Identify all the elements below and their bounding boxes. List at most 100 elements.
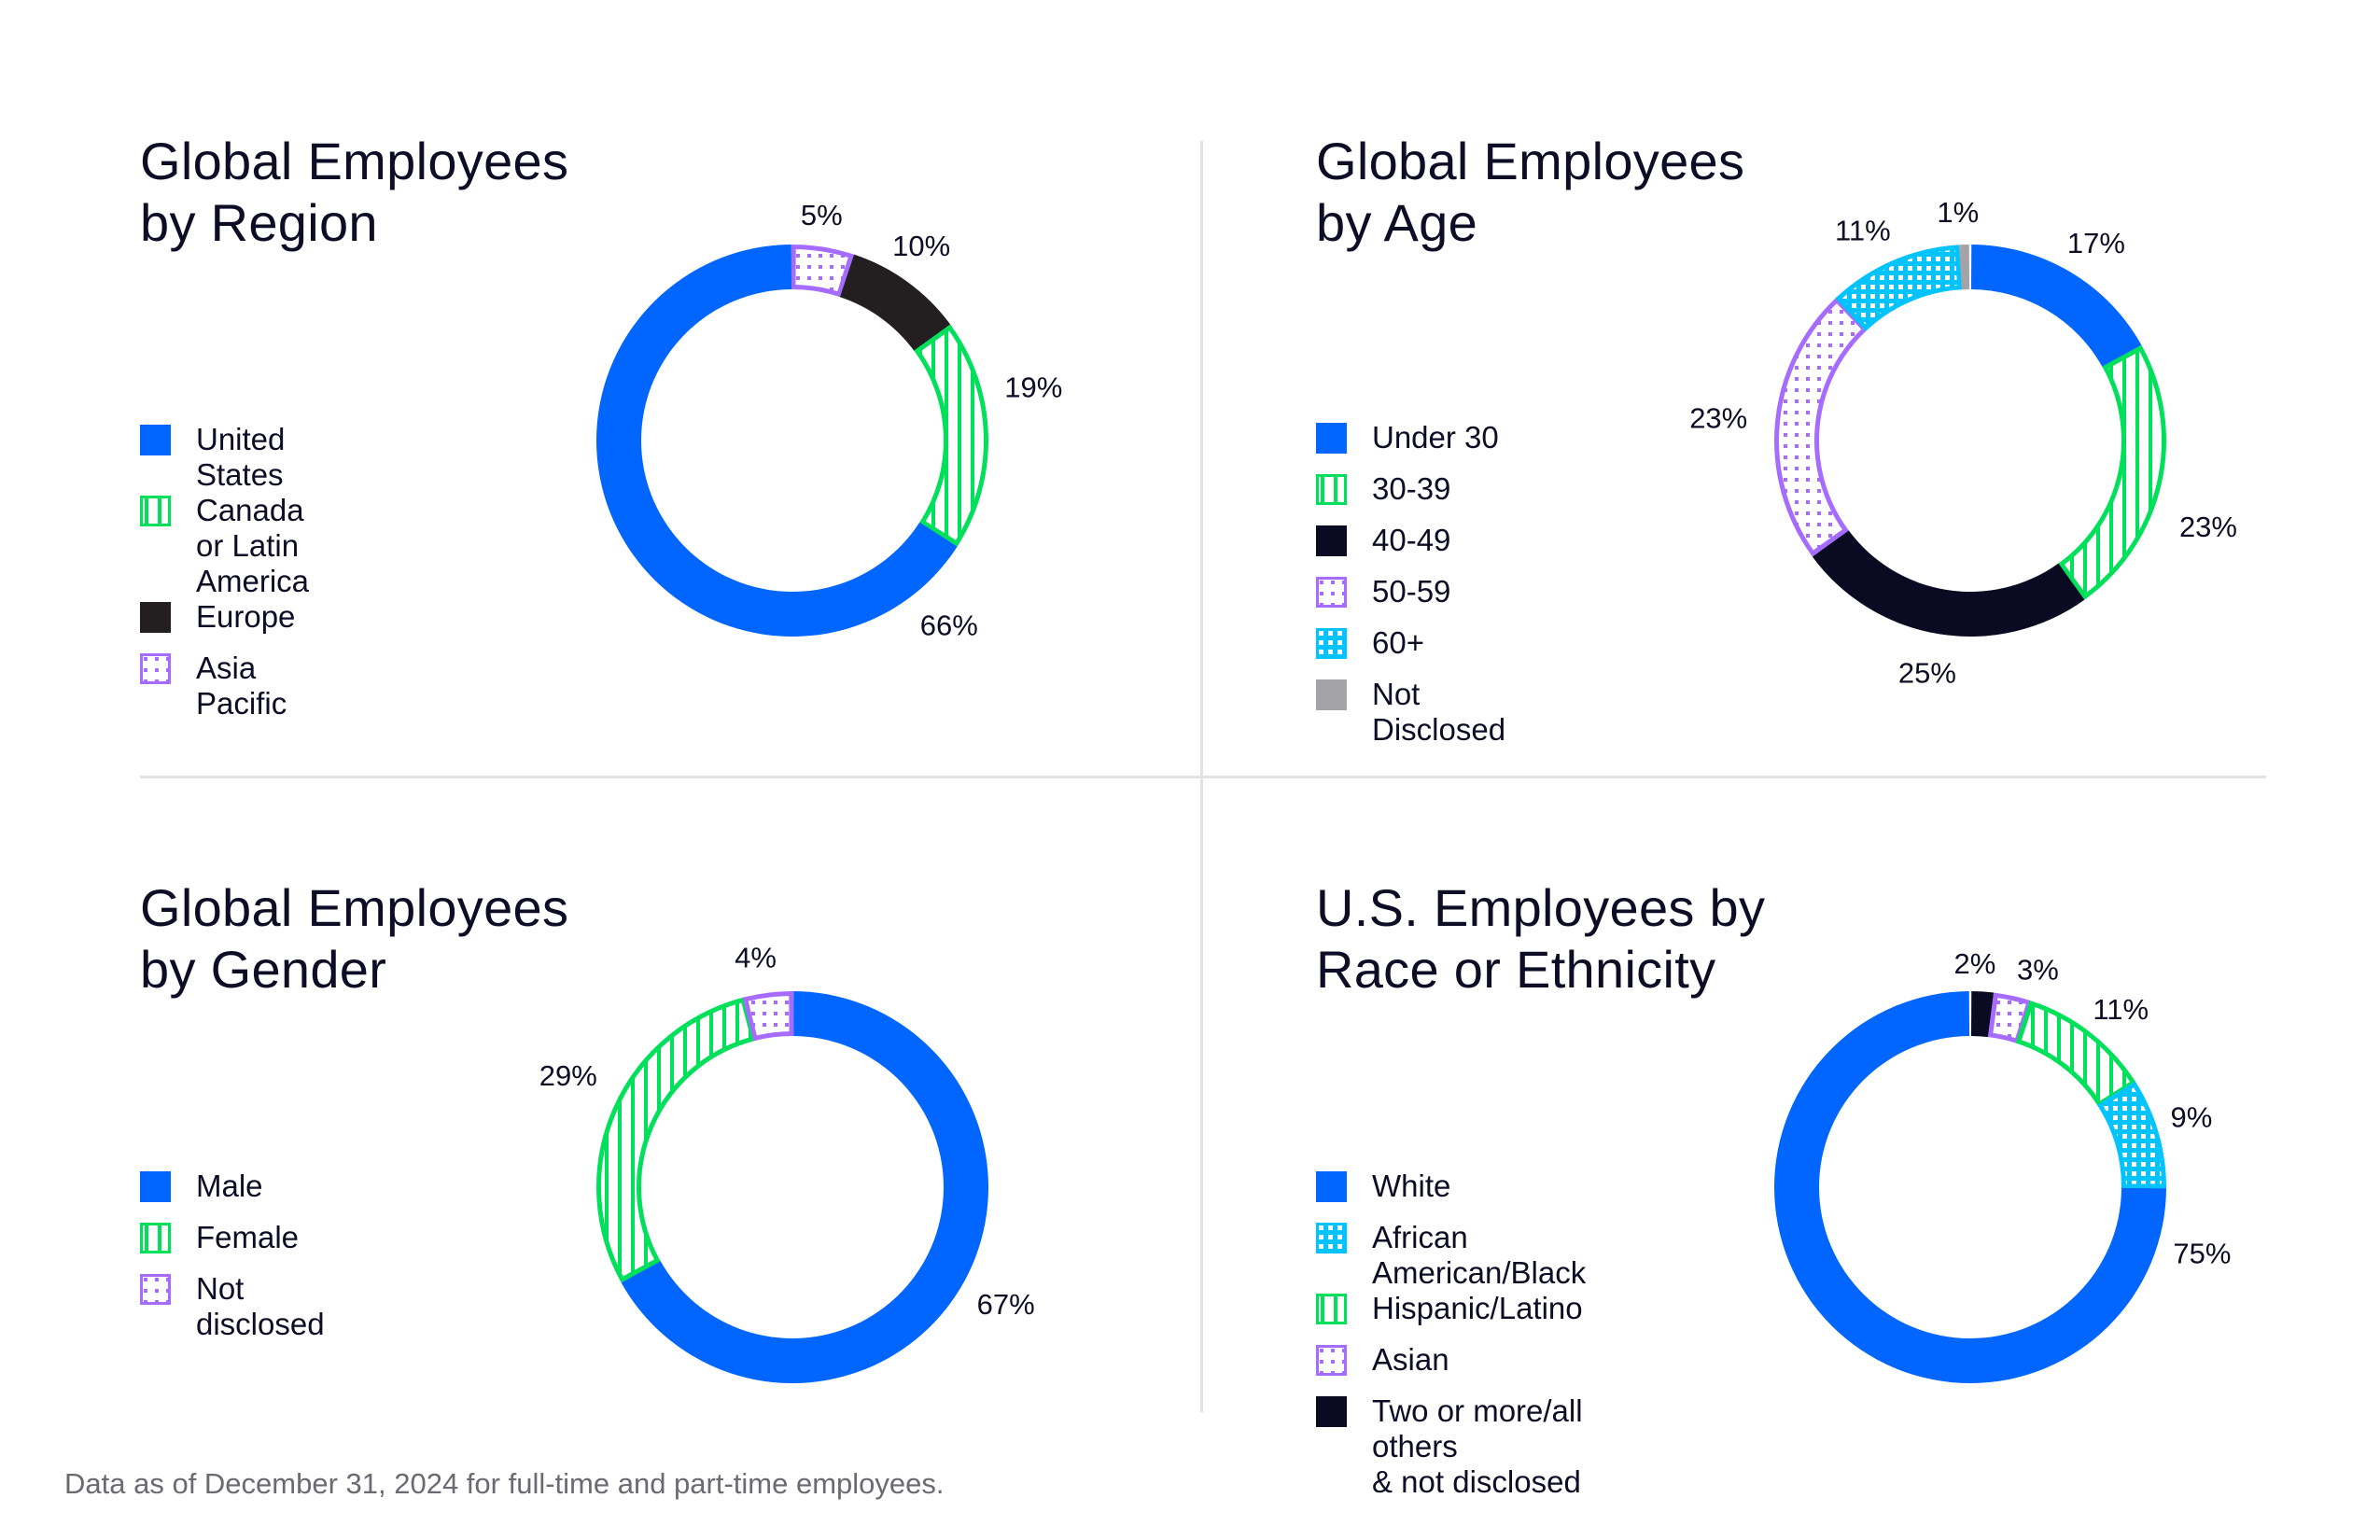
legend-label: United States	[196, 422, 286, 492]
donut-chart: 2% 3% 11% 9% 75%	[1774, 947, 2231, 1383]
donut-slice	[839, 254, 951, 351]
legend-label: Hispanic/Latino	[1372, 1291, 1583, 1325]
chart-title: Global Employees by Region	[140, 131, 568, 254]
legend-item: Canada or Latin America	[140, 493, 309, 599]
slice-value-label: 17%	[2067, 227, 2125, 259]
slice-value-label: 11%	[2093, 993, 2149, 1026]
legend-swatch	[140, 653, 171, 684]
legend-item: African American/Black	[1316, 1220, 1586, 1291]
legend-item: 60+	[1316, 625, 1505, 677]
slice-value-label: 3%	[2017, 953, 2059, 986]
donut-slice	[1812, 530, 2085, 637]
slice-value-label: 23%	[2179, 511, 2237, 543]
legend-swatch	[1316, 474, 1347, 505]
footnote: Data as of December 31, 2024 for full-ti…	[64, 1467, 945, 1500]
slice-value-label: 9%	[2170, 1100, 2212, 1133]
legend-item: United States	[140, 422, 309, 493]
legend-swatch	[1316, 423, 1347, 454]
legend-label: Not Disclosed	[1372, 677, 1506, 747]
donut-chart: 5% 10% 19% 66%	[596, 199, 1062, 641]
legend-label: Female	[196, 1220, 300, 1254]
chart-title-line: Global Employees	[1316, 132, 1745, 190]
slice-value-label: 25%	[1898, 656, 1956, 689]
legend-item: Asian	[1316, 1342, 1586, 1393]
legend-item: Not disclosed	[140, 1271, 325, 1342]
legend-swatch	[1316, 1294, 1347, 1324]
donut-slice	[2096, 1081, 2167, 1189]
legend-swatch	[1316, 1396, 1347, 1427]
legend-swatch	[1316, 1345, 1347, 1376]
slice-value-label: 67%	[977, 1288, 1035, 1321]
legend-swatch	[1316, 679, 1347, 710]
legend-item: Asia Pacific	[140, 651, 309, 721]
chart-title: Global Employees by Gender	[140, 877, 568, 1001]
chart-title-line: by Gender	[140, 940, 387, 999]
donut-chart: 67% 29% 4%	[539, 941, 1035, 1383]
legend-label: 30-39	[1372, 471, 1451, 506]
slice-value-label: 29%	[539, 1059, 597, 1092]
legend-label: Under 30	[1372, 420, 1499, 455]
chart-title: Global Employees by Age	[1316, 131, 1744, 254]
legend-label: Two or more/all others & not disclosed	[1372, 1393, 1583, 1499]
donut-slice	[914, 324, 988, 547]
legend-item: Not Disclosed	[1316, 677, 1505, 748]
legend-label: Male	[196, 1169, 263, 1203]
legend-label: Asia Pacific	[196, 651, 287, 721]
legend-item: Male	[140, 1169, 325, 1220]
legend: Under 30 30-39 40-49 50-59 60+ Not Disclosed	[1316, 420, 1505, 748]
donut-slice	[1970, 245, 2142, 368]
legend-swatch	[1316, 1171, 1347, 1202]
chart-title-line: Global Employees	[140, 132, 569, 190]
slice-value-label: 1%	[1937, 196, 1979, 229]
legend-item: Female	[140, 1220, 325, 1271]
legend-label: African American/Black	[1372, 1220, 1587, 1290]
legend-swatch	[140, 425, 171, 455]
slice-value-label: 5%	[801, 199, 843, 231]
legend-swatch	[140, 602, 171, 633]
legend: United States Canada or Latin America Euro…	[140, 422, 309, 721]
legend-label: 60+	[1372, 625, 1424, 660]
donut-slice	[1970, 991, 1995, 1038]
legend-label: Asian	[1372, 1342, 1449, 1377]
legend: Male Female Not disclosed	[140, 1169, 325, 1342]
legend-label: Europe	[196, 599, 296, 634]
slice-value-label: 23%	[1689, 401, 1747, 434]
chart-title-line: by Region	[140, 193, 378, 252]
legend-swatch	[140, 1223, 171, 1253]
slice-value-label: 4%	[735, 941, 777, 973]
donut-slice	[791, 244, 855, 298]
legend-label: 50-59	[1372, 574, 1451, 609]
legend-item: 30-39	[1316, 471, 1505, 523]
legend: White African American/Black Hispanic/Lati…	[1316, 1169, 1586, 1500]
chart-title-line: Race or Ethnicity	[1316, 940, 1716, 999]
legend-label: 40-49	[1372, 523, 1451, 557]
chart-title-line: U.S. Employees by	[1316, 878, 1766, 937]
legend-swatch	[1316, 525, 1347, 556]
legend-item: Under 30	[1316, 420, 1505, 471]
donut-slice	[1835, 245, 1963, 331]
slice-value-label: 19%	[1004, 371, 1062, 403]
legend-label: Not disclosed	[196, 1271, 325, 1341]
chart-title-line: Global Employees	[140, 878, 569, 937]
legend-item: 50-59	[1316, 574, 1505, 625]
slice-value-label: 11%	[1835, 215, 1891, 247]
legend-item: White	[1316, 1169, 1586, 1220]
donut-chart: 17% 23% 25% 23% 11% 1%	[1689, 196, 2237, 690]
legend-swatch	[1316, 1223, 1347, 1253]
donut-slice	[1774, 297, 1869, 557]
horizontal-divider	[140, 776, 2266, 778]
donut-slice	[2057, 344, 2166, 600]
slice-value-label: 75%	[2173, 1238, 2231, 1270]
legend-swatch	[140, 496, 171, 526]
legend-label: Canada or Latin America	[196, 493, 310, 598]
donut-slice	[596, 997, 757, 1283]
legend-swatch	[1316, 628, 1347, 659]
donut-slice	[742, 990, 794, 1042]
legend-item: Hispanic/Latino	[1316, 1291, 1586, 1342]
legend-swatch	[1316, 577, 1347, 608]
legend-item: Two or more/all others & not disclosed	[1316, 1393, 1586, 1500]
slice-value-label: 2%	[1954, 947, 1996, 980]
legend-swatch	[140, 1171, 171, 1202]
legend-label: White	[1372, 1169, 1451, 1203]
chart-title: U.S. Employees by Race or Ethnicity	[1316, 877, 1765, 1001]
